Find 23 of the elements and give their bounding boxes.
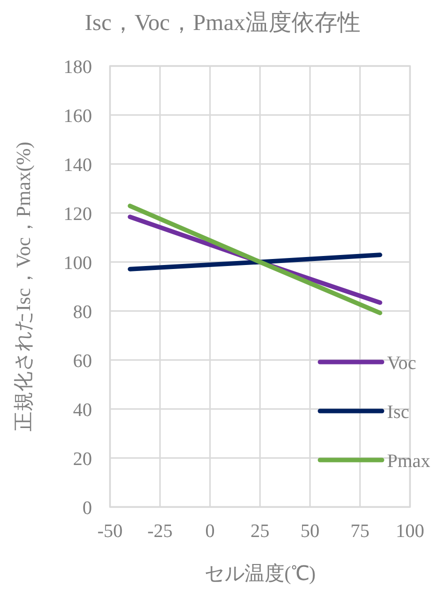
x-axis-title: セル温度(℃) xyxy=(204,563,316,585)
x-tick-label: 0 xyxy=(205,521,215,542)
y-axis-title: 正規化されたIsc，Voc，Pmax(%) xyxy=(13,142,35,432)
y-tick-label: 0 xyxy=(82,498,92,519)
y-tick-label: 100 xyxy=(64,253,92,274)
x-tick-label: 50 xyxy=(300,521,320,542)
y-tick-label: 180 xyxy=(64,57,92,78)
x-tick-label: 75 xyxy=(350,521,370,542)
y-tick-label: 140 xyxy=(64,155,92,176)
y-tick-label: 160 xyxy=(64,106,92,127)
x-tick-label: -25 xyxy=(147,521,173,542)
legend-label: Voc xyxy=(387,353,416,374)
y-tick-label: 120 xyxy=(64,204,92,225)
y-tick-label: 20 xyxy=(73,449,92,470)
y-tick-label: 40 xyxy=(73,400,92,421)
y-tick-label: 80 xyxy=(73,302,92,323)
x-tick-label: -50 xyxy=(97,521,123,542)
x-tick-label: 100 xyxy=(396,521,424,542)
x-tick-label: 25 xyxy=(250,521,270,542)
legend-label: Pmax xyxy=(387,451,431,472)
legend-label: Isc xyxy=(387,402,410,423)
y-tick-label: 60 xyxy=(73,351,92,372)
chart-title: Isc，Voc，Pmax温度依存性 xyxy=(84,10,360,35)
